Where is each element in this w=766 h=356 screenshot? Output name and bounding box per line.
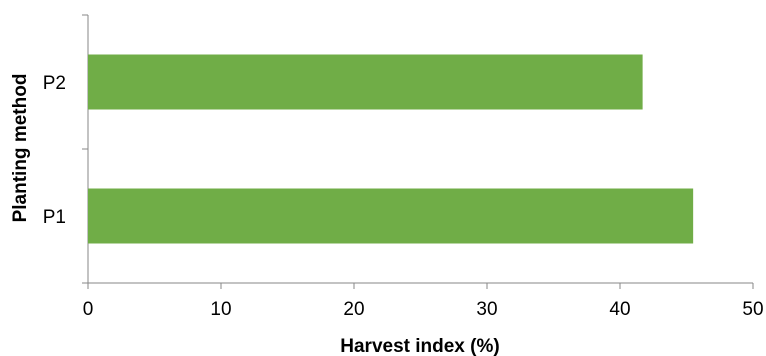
bar-p1 — [88, 188, 694, 244]
x-tick-label-0: 0 — [83, 299, 94, 320]
x-tick-label-40: 40 — [609, 299, 630, 320]
x-tick-label-20: 20 — [343, 299, 364, 320]
y-axis-title: Planting method — [10, 74, 31, 223]
chart-bars — [88, 54, 694, 244]
x-tick-label-50: 50 — [742, 299, 763, 320]
x-tick-label-10: 10 — [210, 299, 231, 320]
y-tick-label-p1: P1 — [43, 207, 66, 228]
x-tick-label-30: 30 — [476, 299, 497, 320]
y-tick-label-p2: P2 — [43, 73, 66, 94]
y-axis-ticks: P2 P1 — [43, 14, 88, 284]
x-axis-title: Harvest index (%) — [340, 336, 499, 356]
bar-p2 — [88, 54, 643, 110]
x-axis-ticks: 0 10 20 30 40 50 — [83, 283, 764, 320]
